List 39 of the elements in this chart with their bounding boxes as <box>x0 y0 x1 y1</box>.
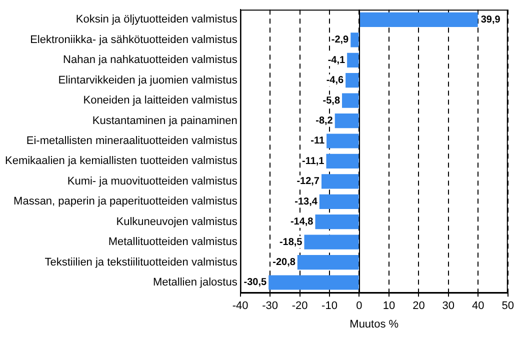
y-tick-label: Metallituotteiden valmistus <box>108 236 238 248</box>
y-tick-label: Elektroniikka- ja sähkötuotteiden valmistus <box>30 34 238 46</box>
x-tick-label: 20 <box>412 300 425 312</box>
data-label: -8,2 <box>316 116 334 127</box>
y-tick-label: Nahan ja nahkatuotteiden valmistus <box>63 54 238 66</box>
x-tick-label: -20 <box>292 300 308 312</box>
data-label: -20,8 <box>272 257 296 268</box>
data-label: -11,1 <box>302 156 325 167</box>
data-label: 39,9 <box>480 14 501 26</box>
x-tick-label: -30 <box>262 300 278 312</box>
y-tick-label: Elintarvikkeiden ja juomien valmistus <box>58 74 238 86</box>
data-label: -2,9 <box>331 34 350 46</box>
data-label: -18,5 <box>279 236 303 248</box>
y-tick-label: Metallien jalostus <box>152 276 238 289</box>
y-tick-label: Koneiden ja laitteiden valmistus <box>83 94 238 107</box>
y-tick-label: Kemikaalien ja kemiallisten tuotteiden valmistus <box>4 155 238 168</box>
x-axis-title: Muutos % <box>350 318 399 330</box>
x-tick-label: -10 <box>322 300 338 312</box>
x-tick-label: 40 <box>472 300 484 312</box>
data-label: -11 <box>310 136 325 147</box>
x-tick-label: 10 <box>382 300 396 312</box>
data-label: -13,4 <box>294 196 318 208</box>
y-tick-label: Tekstiilien ja tekstiilituotteiden valmistus <box>44 256 238 268</box>
data-label: -4,6 <box>326 75 344 86</box>
x-tick-label: 50 <box>502 300 514 312</box>
x-tick-label: 30 <box>442 300 455 312</box>
y-tick-label: Koksin ja öljytuotteiden valmistus <box>76 14 238 26</box>
y-tick-label: Kumi- ja muovituotteiden valmistus <box>67 175 238 188</box>
x-tick-label: -40 <box>232 300 248 312</box>
data-label: -14,8 <box>290 216 314 228</box>
data-label: -4,1 <box>328 54 346 66</box>
data-label: -30,5 <box>244 277 268 288</box>
x-tick-label: 0 <box>356 300 362 312</box>
y-tick-label: Ei-metallisten mineraalituotteiden valmistus <box>26 135 238 148</box>
data-label: -5,8 <box>322 95 340 106</box>
y-tick-label: Massan, paperin ja paperituotteiden valmistus <box>14 196 238 208</box>
y-tick-label: Kustantaminen ja painaminen <box>92 114 238 127</box>
data-label: -12,7 <box>296 176 320 188</box>
y-tick-label: Kulkuneuvojen valmistus <box>116 216 238 228</box>
